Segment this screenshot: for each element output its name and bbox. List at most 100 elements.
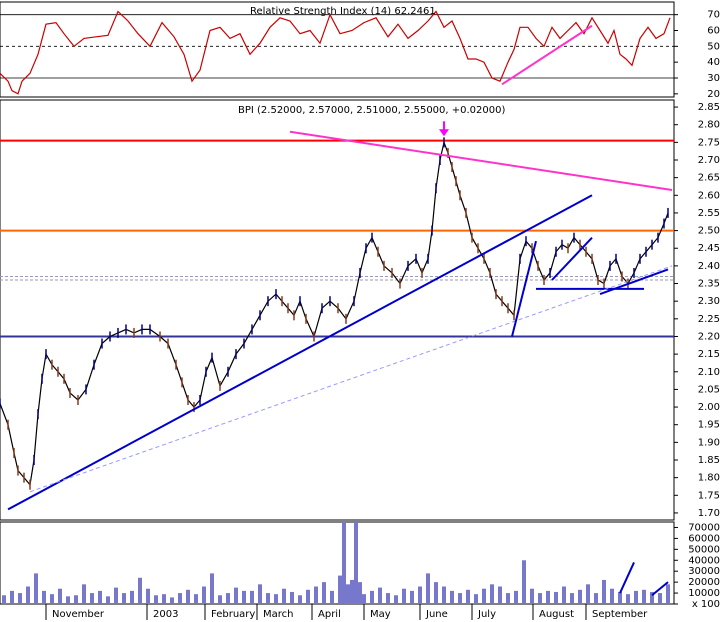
volume-bar	[434, 582, 438, 604]
rsi-title: Relative Strength Index (14) 62.2461	[250, 6, 436, 17]
volume-bar	[178, 593, 182, 604]
y-tick-label: 2.25	[698, 314, 720, 325]
month-label: September	[592, 609, 648, 620]
volume-bar	[266, 593, 270, 604]
y-tick-label: 40	[707, 57, 720, 68]
price-title: BPI (2.52000, 2.57000, 2.51000, 2.55000,…	[238, 105, 505, 116]
y-tick-label: 2.35	[698, 279, 720, 290]
volume-bar	[50, 594, 54, 604]
volume-bar	[274, 594, 278, 604]
volume-bar	[162, 594, 166, 604]
volume-bar	[298, 595, 302, 604]
volume-bar	[602, 579, 606, 604]
volume-bar	[66, 596, 70, 604]
y-tick-label: 20000	[688, 577, 720, 588]
volume-bar	[610, 588, 614, 604]
volume-bar	[42, 590, 46, 604]
volume-bar	[234, 587, 238, 604]
series-line	[0, 140, 669, 487]
trendline	[551, 236, 593, 281]
volume-bar	[358, 582, 362, 604]
trendline	[501, 24, 593, 86]
y-tick-label: 2.05	[698, 384, 720, 395]
volume-bar	[530, 588, 534, 604]
volume-bar	[490, 584, 494, 604]
y-tick-label: 1.85	[698, 455, 720, 466]
volume-bar	[410, 590, 414, 604]
volume-bar	[618, 591, 622, 604]
volume-bar	[570, 593, 574, 604]
y-tick-label: 2.00	[698, 402, 720, 413]
volume-bar	[578, 589, 582, 604]
y-tick-label: 2.60	[698, 190, 720, 201]
trendline	[29, 265, 673, 493]
y-tick-label: 2.20	[698, 331, 720, 342]
volume-bar	[114, 587, 118, 604]
y-tick-label: 60	[707, 26, 720, 37]
volume-bar	[258, 584, 262, 604]
volume-bar	[378, 587, 382, 604]
y-tick-label: 70000	[688, 522, 720, 533]
volume-bar	[34, 573, 38, 604]
volume-bar	[546, 590, 550, 604]
volume-bar	[106, 596, 110, 604]
volume-bar	[338, 575, 342, 604]
y-tick-label: 20	[707, 89, 720, 100]
volume-bar	[210, 573, 214, 604]
volume-bar	[354, 522, 358, 604]
volume-bar	[146, 588, 150, 604]
month-label: July	[477, 609, 496, 620]
volume-bar	[594, 593, 598, 604]
panel-frame	[0, 521, 675, 605]
volume-bar	[506, 593, 510, 604]
volume-bar	[474, 594, 478, 604]
y-tick-label: 50	[707, 41, 720, 52]
y-tick-label: 2.10	[698, 367, 720, 378]
y-tick-label: 2.70	[698, 155, 720, 166]
volume-bar	[342, 522, 346, 604]
volume-bar	[98, 590, 102, 604]
volume-bar	[90, 593, 94, 604]
volume-bar	[290, 591, 294, 604]
volume-bar	[658, 593, 662, 604]
volume-bar	[522, 560, 526, 604]
volume-bar	[466, 589, 470, 604]
volume-bar	[402, 588, 406, 604]
volume-bar	[314, 586, 318, 604]
trendline	[7, 194, 593, 511]
y-tick-label: 1.80	[698, 473, 720, 484]
y-tick-label: 2.85	[698, 102, 720, 113]
volume-bar	[498, 586, 502, 604]
y-tick-label: 1.70	[698, 508, 720, 519]
y-tick-label: 2.80	[698, 120, 720, 131]
volume-bar	[26, 586, 30, 604]
volume-bar	[634, 590, 638, 604]
y-tick-label: 2.55	[698, 208, 720, 219]
month-label: March	[263, 609, 293, 620]
y-tick-label: 2.50	[698, 226, 720, 237]
volume-bar	[482, 588, 486, 604]
month-label: November	[52, 609, 105, 620]
y-tick-label: 2.30	[698, 296, 720, 307]
trendline	[511, 240, 537, 337]
volume-bar	[82, 584, 86, 604]
volume-bar	[666, 584, 670, 604]
volume-bar	[426, 573, 430, 604]
rsi-panel: 20 30 40 50 60 70	[0, 1, 720, 100]
y-tick-label: 30	[707, 73, 720, 84]
y-tick-label: 70	[707, 10, 720, 21]
month-label: May	[370, 609, 391, 620]
y-tick-label: 2.45	[698, 243, 720, 254]
volume-bar	[346, 584, 350, 604]
series-line	[0, 10, 671, 95]
y-tick-label: 2.65	[698, 173, 720, 184]
volume-bar	[242, 590, 246, 604]
month-label: 2003	[153, 609, 178, 620]
panel-frame	[0, 1, 675, 98]
volume-bar	[218, 595, 222, 604]
month-label: June	[425, 609, 448, 620]
y-tick-label: 1.75	[698, 490, 720, 501]
volume-bar	[18, 593, 22, 604]
